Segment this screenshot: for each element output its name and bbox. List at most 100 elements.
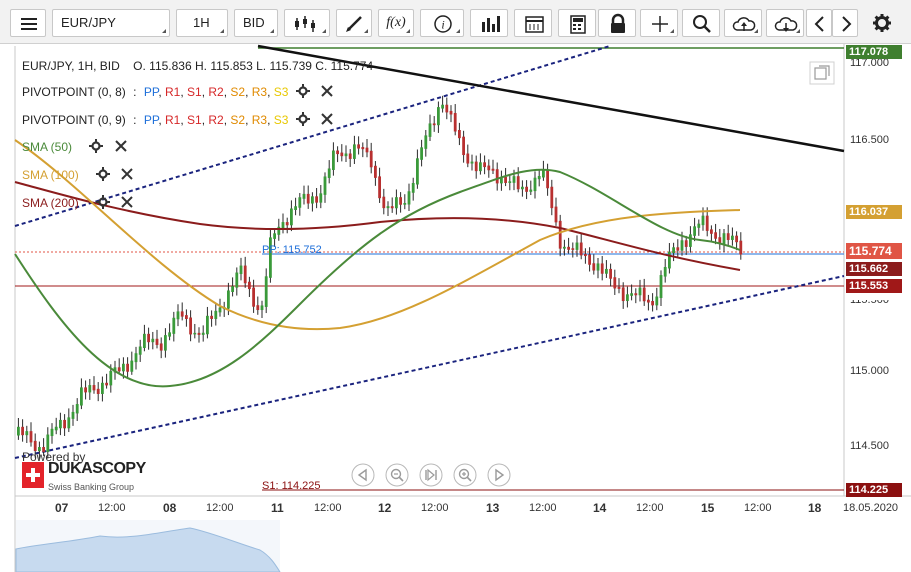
badge-value: 115.774 <box>849 244 892 258</box>
time-tick-day: 18 <box>808 501 822 515</box>
candle-body <box>726 233 730 240</box>
pivot-1-label: PIVOTPOINT (0, 8) <box>22 85 126 99</box>
zoom-in-button[interactable] <box>453 463 477 487</box>
r3-label: R3 <box>251 85 268 99</box>
candle-body <box>92 385 96 391</box>
calculator-button[interactable] <box>558 9 596 37</box>
candle-body <box>201 332 205 335</box>
zoom-button[interactable] <box>682 9 720 37</box>
gear-icon[interactable] <box>96 195 111 209</box>
download-button[interactable] <box>766 9 804 37</box>
candle-body <box>113 367 117 373</box>
interval-selector[interactable]: 1H <box>176 9 228 37</box>
scroll-left-button[interactable] <box>806 9 832 37</box>
info-button[interactable]: i <box>420 9 464 37</box>
gear-icon[interactable] <box>89 139 104 153</box>
menu-button[interactable] <box>10 9 46 37</box>
candle-body <box>143 333 146 348</box>
price-chart[interactable] <box>0 44 911 572</box>
close-icon[interactable] <box>321 85 333 97</box>
candle-body <box>260 305 264 311</box>
candle-body <box>269 237 272 278</box>
candle-body <box>630 293 633 296</box>
candle-body <box>424 135 428 149</box>
candle-body <box>470 161 474 164</box>
scroll-right-button[interactable] <box>832 9 858 37</box>
candle-body <box>416 158 419 185</box>
candle-body <box>567 246 570 250</box>
function-icon: f(x) <box>386 15 406 30</box>
candle-body <box>243 265 247 284</box>
time-tick-day: 15 <box>701 501 715 515</box>
candle-body <box>130 360 134 372</box>
close-icon[interactable] <box>121 168 134 180</box>
chevron-right-icon <box>842 16 852 32</box>
candle-body <box>75 404 79 414</box>
upload-button[interactable] <box>724 9 762 37</box>
sma-100-line <box>14 139 741 331</box>
candle-body <box>105 382 108 386</box>
calendar-button[interactable] <box>514 9 552 37</box>
candle-body <box>445 104 449 113</box>
settings-button[interactable] <box>864 9 900 37</box>
crosshair-button[interactable] <box>640 9 678 37</box>
reset-view-button[interactable] <box>419 463 443 487</box>
drawing-tools-button[interactable] <box>336 9 372 37</box>
candle-body <box>718 237 722 245</box>
chart-type-button[interactable] <box>284 9 330 37</box>
instrument-selector[interactable]: EUR/JPY <box>52 9 170 37</box>
sma-50-legend: SMA (50) <box>22 139 127 154</box>
candle-body <box>210 315 213 319</box>
candle-body <box>395 197 398 209</box>
badge-value: 117.078 <box>849 46 889 58</box>
candle-body <box>588 254 591 265</box>
candle-body <box>21 426 24 436</box>
candle-body <box>407 191 411 205</box>
candle-body <box>197 332 201 335</box>
candle-body <box>357 144 360 149</box>
navigator-window[interactable] <box>16 520 280 572</box>
candle-body <box>563 246 566 249</box>
side-selector[interactable]: BID <box>234 9 278 37</box>
badge-value: 115.553 <box>849 280 889 292</box>
time-tick-hour: 18.05.2020 <box>843 502 899 514</box>
candle-body <box>668 251 671 269</box>
dropdown-corner-icon <box>754 29 758 33</box>
info-glyph: i <box>441 18 444 32</box>
close-icon[interactable] <box>114 140 127 152</box>
zoom-out-button[interactable] <box>385 463 409 487</box>
close-icon[interactable] <box>321 113 333 125</box>
r3-label: R3 <box>251 113 268 127</box>
scroll-forward-button[interactable] <box>487 463 511 487</box>
dropdown-corner-icon <box>270 29 274 33</box>
candle-body <box>676 247 680 251</box>
gear-icon[interactable] <box>295 84 310 98</box>
fullscreen-button[interactable] <box>809 61 835 85</box>
candle-body <box>466 153 470 164</box>
candle-body <box>67 417 71 429</box>
candle-body <box>344 153 348 157</box>
scroll-back-button[interactable] <box>351 463 375 487</box>
candle-body <box>332 150 335 170</box>
lock-button[interactable] <box>598 9 636 37</box>
close-icon[interactable] <box>121 196 134 208</box>
sma-100-legend: SMA (100) <box>22 167 134 182</box>
gear-icon[interactable] <box>96 167 111 181</box>
candle-body <box>285 222 289 226</box>
price-tick: 116.500 <box>850 134 889 146</box>
candle-body <box>512 176 516 183</box>
indicators-button[interactable]: f(x) <box>378 9 414 37</box>
dropdown-corner-icon <box>670 29 674 33</box>
volume-button[interactable] <box>470 9 508 37</box>
r1-label: R1 <box>164 113 181 127</box>
candle-body <box>193 332 197 335</box>
candle-body <box>386 206 390 209</box>
candle-body <box>609 268 612 279</box>
chart-header: EUR/JPY, 1H, BID O. 115.836 H. 115.853 L… <box>22 59 373 73</box>
candle-body <box>71 411 75 419</box>
sma-200-legend: SMA (200) <box>22 195 134 210</box>
candle-body <box>29 431 33 443</box>
s1-label: S1 <box>187 85 202 99</box>
gear-icon[interactable] <box>295 112 310 126</box>
candle-body <box>33 440 37 452</box>
